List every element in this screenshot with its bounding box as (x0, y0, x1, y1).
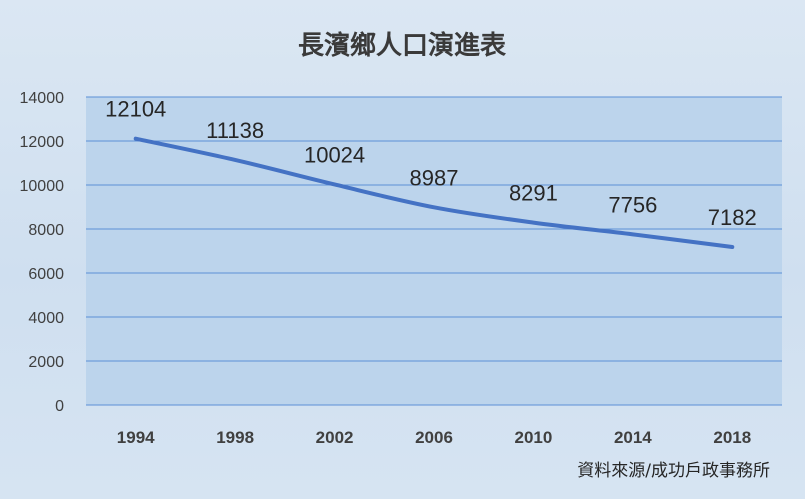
x-tick-label: 2018 (713, 428, 751, 447)
data-labels: 12104 11138 10024 8987 8291 7756 7182 (105, 97, 757, 230)
source-note: 資料來源/成功戶政事務所 (577, 461, 770, 481)
data-label: 12104 (105, 97, 166, 122)
x-axis-ticks: 1994 1998 2002 2006 2010 2014 2018 (117, 428, 751, 447)
y-tick-label: 0 (55, 398, 64, 415)
y-tick-label: 8000 (28, 222, 64, 239)
plot-area (86, 97, 782, 405)
data-label: 10024 (304, 142, 365, 167)
data-label: 11138 (206, 118, 264, 143)
gridlines (86, 96, 782, 406)
x-tick-label: 2010 (515, 428, 553, 447)
x-tick-label: 2014 (614, 428, 652, 447)
y-tick-label: 12000 (20, 134, 65, 151)
data-label: 8987 (410, 165, 459, 190)
x-tick-label: 1994 (117, 428, 155, 447)
series-line (133, 136, 735, 249)
data-label: 7756 (608, 192, 657, 217)
y-axis-ticks: 0 2000 4000 6000 8000 10000 12000 14000 (20, 90, 65, 415)
data-label: 7182 (708, 205, 757, 230)
data-label: 8291 (509, 181, 558, 206)
y-tick-label: 14000 (20, 90, 65, 107)
y-tick-label: 4000 (28, 310, 64, 327)
x-tick-label: 2002 (316, 428, 354, 447)
y-tick-label: 2000 (28, 354, 64, 371)
y-tick-label: 6000 (28, 266, 64, 283)
y-tick-label: 10000 (20, 178, 65, 195)
chart-title: 長濱鄉人口演進表 (298, 30, 507, 61)
x-tick-label: 1998 (216, 428, 254, 447)
x-tick-label: 2006 (415, 428, 453, 447)
